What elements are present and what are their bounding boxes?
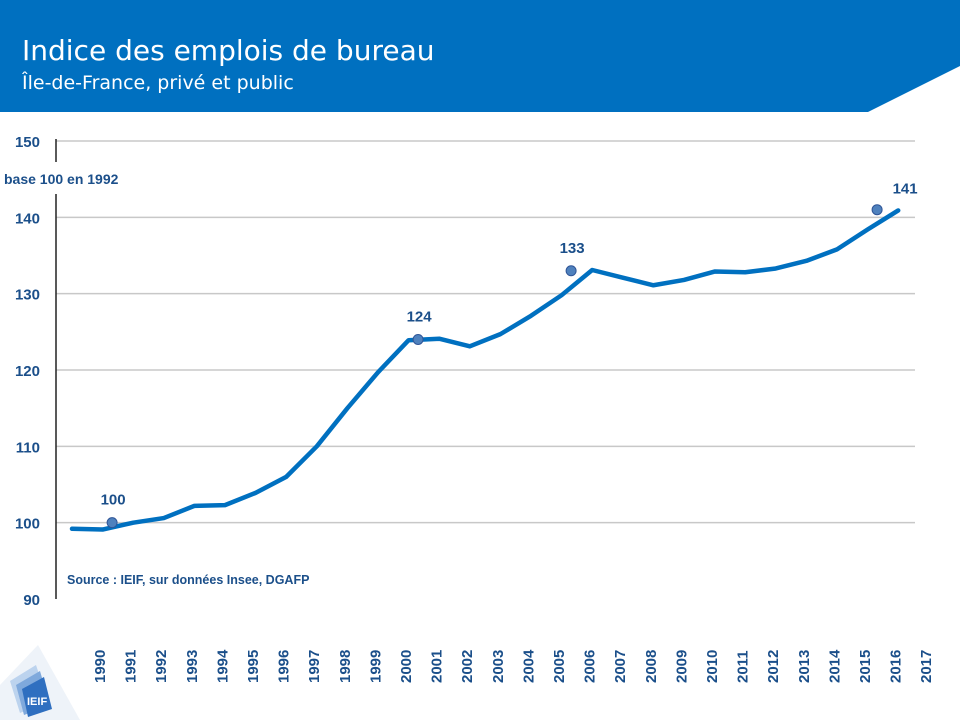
x-tick-label-2010: 2010 — [704, 650, 721, 683]
ieif-logo: IEIF — [0, 645, 80, 720]
data-point-2001 — [412, 333, 424, 345]
data-label-2001: 124 — [407, 308, 433, 325]
data-point-2006 — [565, 265, 577, 277]
x-tick-label-2008: 2008 — [643, 650, 660, 683]
x-tick-label-2006: 2006 — [582, 650, 599, 683]
x-tick-label-1995: 1995 — [245, 650, 262, 683]
x-tick-label-2004: 2004 — [520, 649, 537, 683]
slide-subtitle: Île-de-France, privé et public — [22, 72, 294, 94]
x-tick-label-1990: 1990 — [92, 650, 109, 683]
y-tick-label-130: 130 — [15, 287, 40, 304]
x-tick-label-1991: 1991 — [123, 650, 140, 683]
x-tick-label-2002: 2002 — [459, 650, 476, 683]
header-bar: Indice des emplois de bureau Île-de-Fran… — [0, 0, 960, 112]
y-tick-label-140: 140 — [15, 210, 40, 227]
y-tick-label-100: 100 — [15, 516, 40, 533]
x-tick-label-2011: 2011 — [735, 650, 752, 683]
x-tick-label-2013: 2013 — [796, 650, 813, 683]
y-tick-label-150: 150 — [15, 134, 40, 151]
source-annotation: Source : IEIF, sur données Insee, DGAFP — [67, 573, 309, 587]
y-tick-label-120: 120 — [15, 363, 40, 380]
x-tick-label-2005: 2005 — [551, 650, 568, 683]
slide-title: Indice des emplois de bureau — [22, 34, 435, 67]
x-tick-label-1999: 1999 — [367, 650, 384, 683]
x-tick-label-2007: 2007 — [612, 650, 629, 683]
data-point-1991 — [106, 517, 118, 529]
x-tick-label-1994: 1994 — [214, 649, 231, 683]
x-tick-label-2017: 2017 — [918, 650, 935, 683]
x-tick-label-1992: 1992 — [153, 650, 170, 683]
x-tick-label-2000: 2000 — [398, 650, 415, 683]
x-tick-label-2003: 2003 — [490, 650, 507, 683]
x-tick-label-1997: 1997 — [306, 650, 323, 683]
x-tick-label-1993: 1993 — [184, 650, 201, 683]
x-tick-label-2001: 2001 — [429, 650, 446, 683]
x-tick-label-2015: 2015 — [857, 650, 874, 683]
series-line — [69, 208, 901, 532]
logo-text: IEIF — [27, 696, 47, 708]
x-tick-label-2009: 2009 — [673, 650, 690, 683]
x-tick-label-2014: 2014 — [826, 649, 843, 683]
y-axis-label: base 100 en 1992 — [4, 171, 119, 187]
x-tick-label-2012: 2012 — [765, 650, 782, 683]
x-tick-label-1998: 1998 — [337, 650, 354, 683]
x-tick-label-2016: 2016 — [888, 650, 905, 683]
header-notch-shape — [868, 66, 960, 112]
data-point-2016 — [871, 204, 883, 216]
y-tick-label-90: 90 — [23, 592, 40, 609]
x-tick-label-1996: 1996 — [276, 650, 293, 683]
y-tick-label-110: 110 — [16, 439, 40, 456]
data-label-2006: 133 — [560, 240, 585, 257]
data-label-1991: 100 — [101, 492, 126, 509]
data-label-2016: 141 — [893, 181, 918, 198]
